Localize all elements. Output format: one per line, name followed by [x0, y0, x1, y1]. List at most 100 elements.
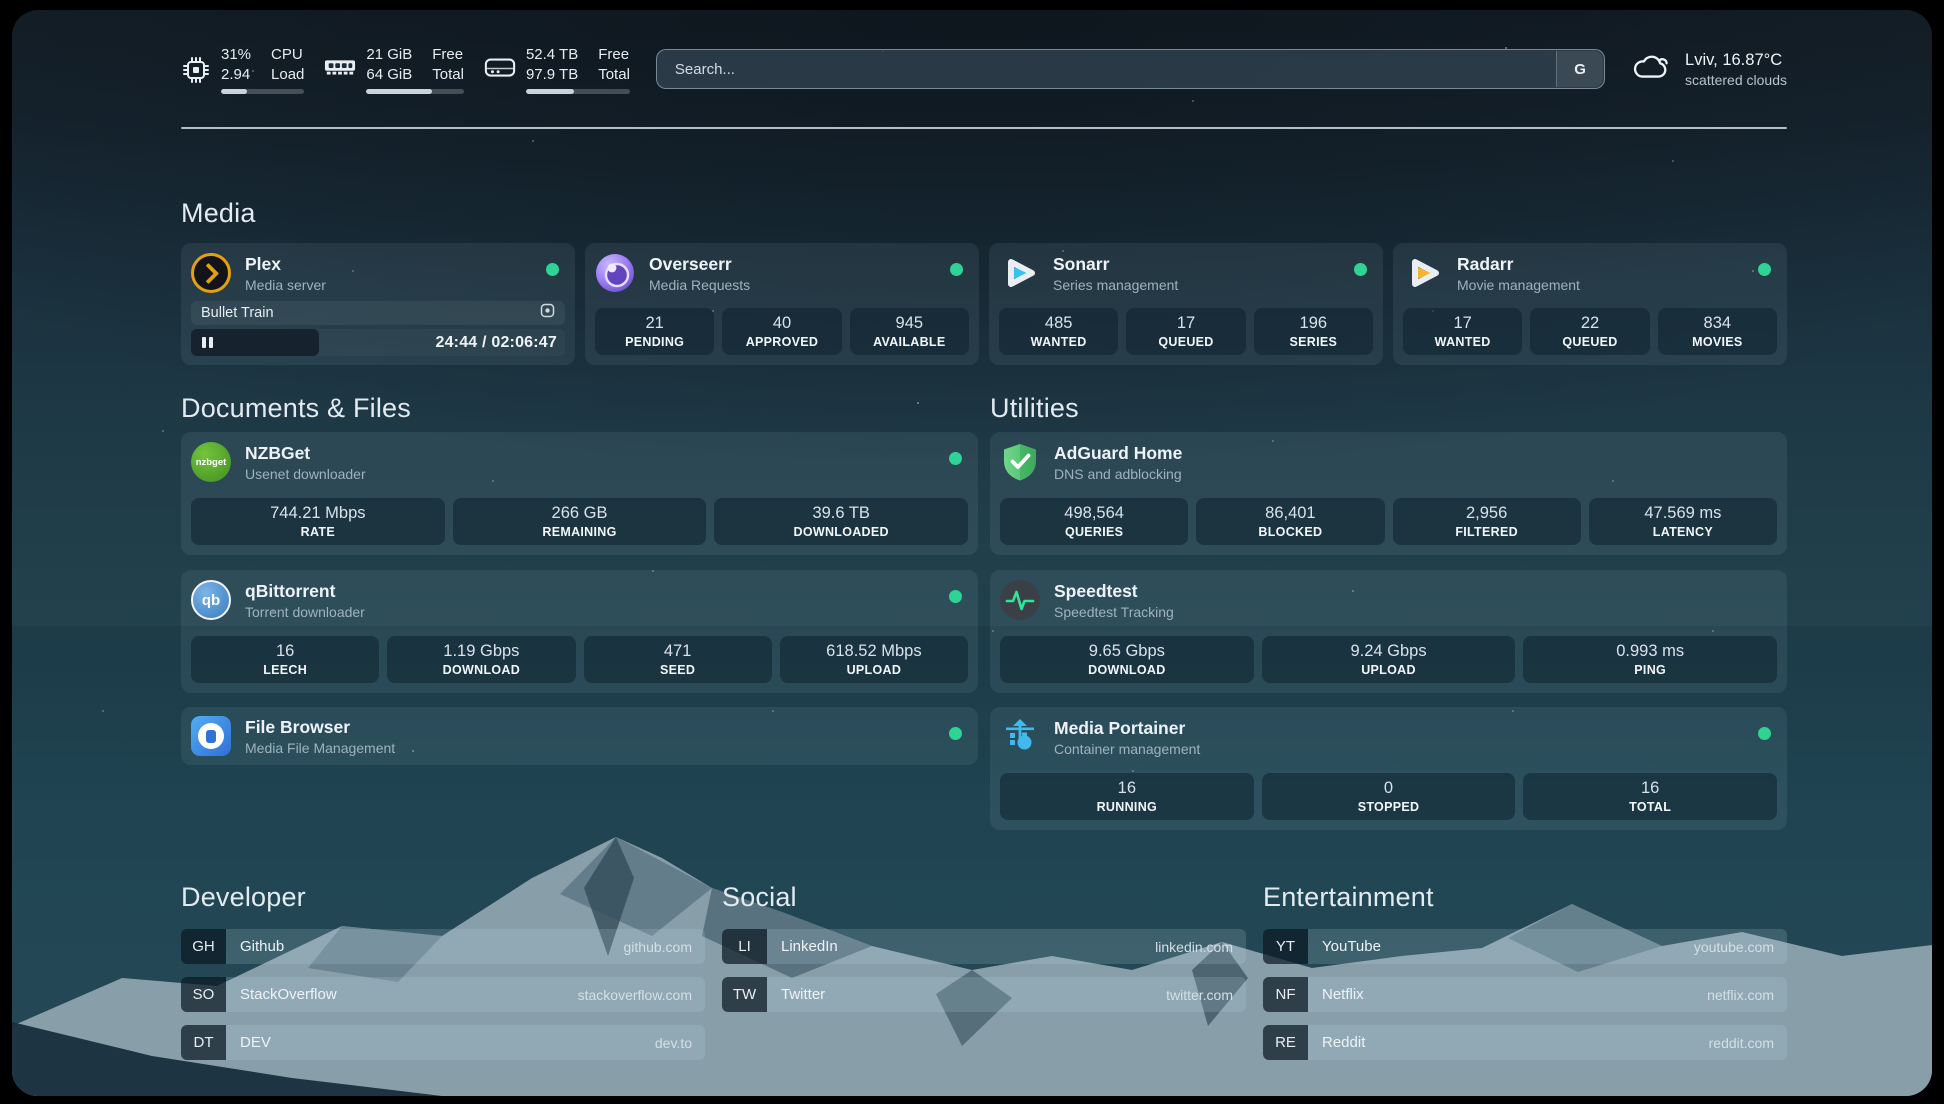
plex-icon	[191, 253, 231, 293]
service-card-overseerr[interactable]: Overseerr Media Requests 21 PENDING 40 APP…	[585, 243, 979, 365]
bookmark-name[interactable]: YouTube	[1322, 938, 1381, 955]
pause-button[interactable]	[191, 329, 319, 356]
stat-filtered: 2,956 FILTERED	[1392, 498, 1581, 545]
documents-column: Documents & Files nzbget NZBGet Usenet d…	[181, 393, 978, 845]
search-input[interactable]	[656, 60, 1605, 78]
section-title-developer: Developer	[181, 882, 306, 912]
dashboard-page: 31% 2.94 CPU Load	[12, 10, 1932, 1096]
status-dot	[950, 263, 963, 276]
stat-pending: 21 PENDING	[595, 308, 715, 355]
status-dot	[949, 727, 962, 740]
bookmark-stackoverflow[interactable]: SO StackOverflow stackoverflow.com	[181, 977, 705, 1012]
bookmark-url: dev.to	[654, 1034, 692, 1051]
stat-download: 9.65 Gbps DOWNLOAD	[1000, 636, 1254, 683]
adguard-icon	[1000, 442, 1040, 482]
service-name[interactable]: AdGuard Home	[1054, 443, 1183, 463]
bookmark-netflix[interactable]: NF Netflix netflix.com	[1263, 977, 1787, 1012]
memory-stat-widget: 21 GiB 64 GiB Free Total	[324, 45, 464, 94]
bookmark-abbr: GH	[181, 929, 226, 964]
bookmark-url: twitter.com	[1166, 986, 1233, 1003]
section-title-utilities: Utilities	[990, 393, 1079, 423]
bookmark-name[interactable]: DEV	[240, 1034, 271, 1051]
service-name[interactable]: NZBGet	[245, 443, 311, 463]
bookmark-name[interactable]: LinkedIn	[781, 938, 838, 955]
stat-wanted: 485 WANTED	[999, 308, 1119, 355]
bookmark-github[interactable]: GH Github github.com	[181, 929, 705, 964]
bookmark-linkedin[interactable]: LI LinkedIn linkedin.com	[722, 929, 1246, 964]
search-bar[interactable]: G	[655, 49, 1606, 89]
memory-values: 21 GiB 64 GiB	[366, 45, 413, 83]
service-card-nzbget[interactable]: nzbget NZBGet Usenet downloader 744.21 M…	[181, 432, 978, 555]
service-name[interactable]: Overseerr	[649, 254, 732, 274]
service-card-adguard[interactable]: AdGuard Home DNS and adblocking 498,564 Q…	[990, 432, 1787, 555]
qbittorrent-icon: qb	[191, 580, 231, 620]
service-card-filebrowser[interactable]: File Browser Media File Management	[181, 707, 978, 765]
service-desc: Torrent downloader	[245, 604, 365, 620]
stat-seed: 471 SEED	[583, 636, 772, 683]
stat-leech: 16 LEECH	[191, 636, 380, 683]
search-provider-button[interactable]: G	[1556, 51, 1604, 87]
service-name[interactable]: Media Portainer	[1054, 718, 1186, 738]
section-title-social: Social	[722, 882, 797, 912]
portainer-icon	[1000, 717, 1040, 757]
service-name[interactable]: Speedtest	[1054, 581, 1138, 601]
speedtest-icon	[1000, 580, 1040, 620]
bookmark-url: linkedin.com	[1155, 938, 1233, 955]
service-desc: Series management	[1053, 277, 1179, 293]
service-card-qbittorrent[interactable]: qb qBittorrent Torrent downloader 16 LEEC…	[181, 570, 978, 693]
stat-upload: 9.24 Gbps UPLOAD	[1261, 636, 1516, 683]
status-dot	[949, 590, 962, 603]
stat-stopped: 0 STOPPED	[1261, 773, 1516, 820]
disk-labels: Free Total	[598, 45, 630, 83]
disk-icon	[484, 55, 516, 81]
bookmark-name[interactable]: Reddit	[1322, 1034, 1366, 1051]
stat-wanted: 17 WANTED	[1403, 308, 1523, 355]
bookmark-abbr: SO	[181, 977, 226, 1012]
stat-series: 196 SERIES	[1253, 308, 1373, 355]
cloud-icon	[1631, 52, 1673, 87]
bookmark-abbr: NF	[1263, 977, 1308, 1012]
service-desc: Container management	[1054, 741, 1201, 757]
stat-blocked: 86,401 BLOCKED	[1196, 498, 1385, 545]
section-title-documents: Documents & Files	[181, 393, 411, 423]
bookmark-twitter[interactable]: TW Twitter twitter.com	[722, 977, 1246, 1012]
snow-speckles	[12, 10, 14, 12]
now-playing-row: Bullet Train	[191, 301, 565, 325]
section-title-media: Media	[181, 198, 256, 228]
now-playing-title: Bullet Train	[201, 305, 274, 321]
session-icon	[540, 303, 555, 323]
status-dot	[949, 452, 962, 465]
service-name[interactable]: Plex	[245, 254, 281, 274]
top-bar: 31% 2.94 CPU Load	[181, 38, 1787, 100]
bookmark-name[interactable]: Github	[240, 938, 285, 955]
service-card-plex[interactable]: Plex Media server Bullet Train	[181, 243, 575, 365]
bookmark-url: netflix.com	[1707, 986, 1774, 1003]
disk-values: 52.4 TB 97.9 TB	[525, 45, 579, 83]
bookmark-abbr: LI	[722, 929, 767, 964]
player-row: 24:44 / 02:06:47	[191, 329, 565, 356]
service-name[interactable]: Sonarr	[1053, 254, 1110, 274]
stat-running: 16 RUNNING	[1000, 773, 1254, 820]
weather-location-temp: Lviv, 16.87°C	[1685, 50, 1783, 69]
nzbget-icon: nzbget	[191, 442, 231, 482]
service-card-speedtest[interactable]: Speedtest Speedtest Tracking 9.65 Gbps DO…	[990, 570, 1787, 693]
service-card-portainer[interactable]: Media Portainer Container management 16 R…	[990, 707, 1787, 830]
service-card-sonarr[interactable]: Sonarr Series management 485 WANTED 17 QUE…	[989, 243, 1383, 365]
bookmark-abbr: DT	[181, 1025, 226, 1060]
bookmark-name[interactable]: Twitter	[781, 986, 826, 1003]
bookmark-dev[interactable]: DT DEV dev.to	[181, 1025, 705, 1060]
playback-time: 24:44 / 02:06:47	[435, 333, 557, 351]
bookmark-name[interactable]: Netflix	[1322, 986, 1364, 1003]
stat-download: 1.19 Gbps DOWNLOAD	[387, 636, 576, 683]
service-desc: Media Requests	[649, 277, 751, 293]
service-name[interactable]: File Browser	[245, 717, 351, 737]
bookmark-name[interactable]: StackOverflow	[240, 986, 337, 1003]
bookmark-reddit[interactable]: RE Reddit reddit.com	[1263, 1025, 1787, 1060]
service-name[interactable]: qBittorrent	[245, 581, 336, 601]
bookmark-url: github.com	[623, 938, 692, 955]
cpu-progress	[221, 88, 305, 94]
service-name[interactable]: Radarr	[1457, 254, 1514, 274]
status-dot	[546, 263, 559, 276]
bookmark-youtube[interactable]: YT YouTube youtube.com	[1263, 929, 1787, 964]
service-card-radarr[interactable]: Radarr Movie management 17 WANTED 22 QUEUE…	[1393, 243, 1787, 365]
